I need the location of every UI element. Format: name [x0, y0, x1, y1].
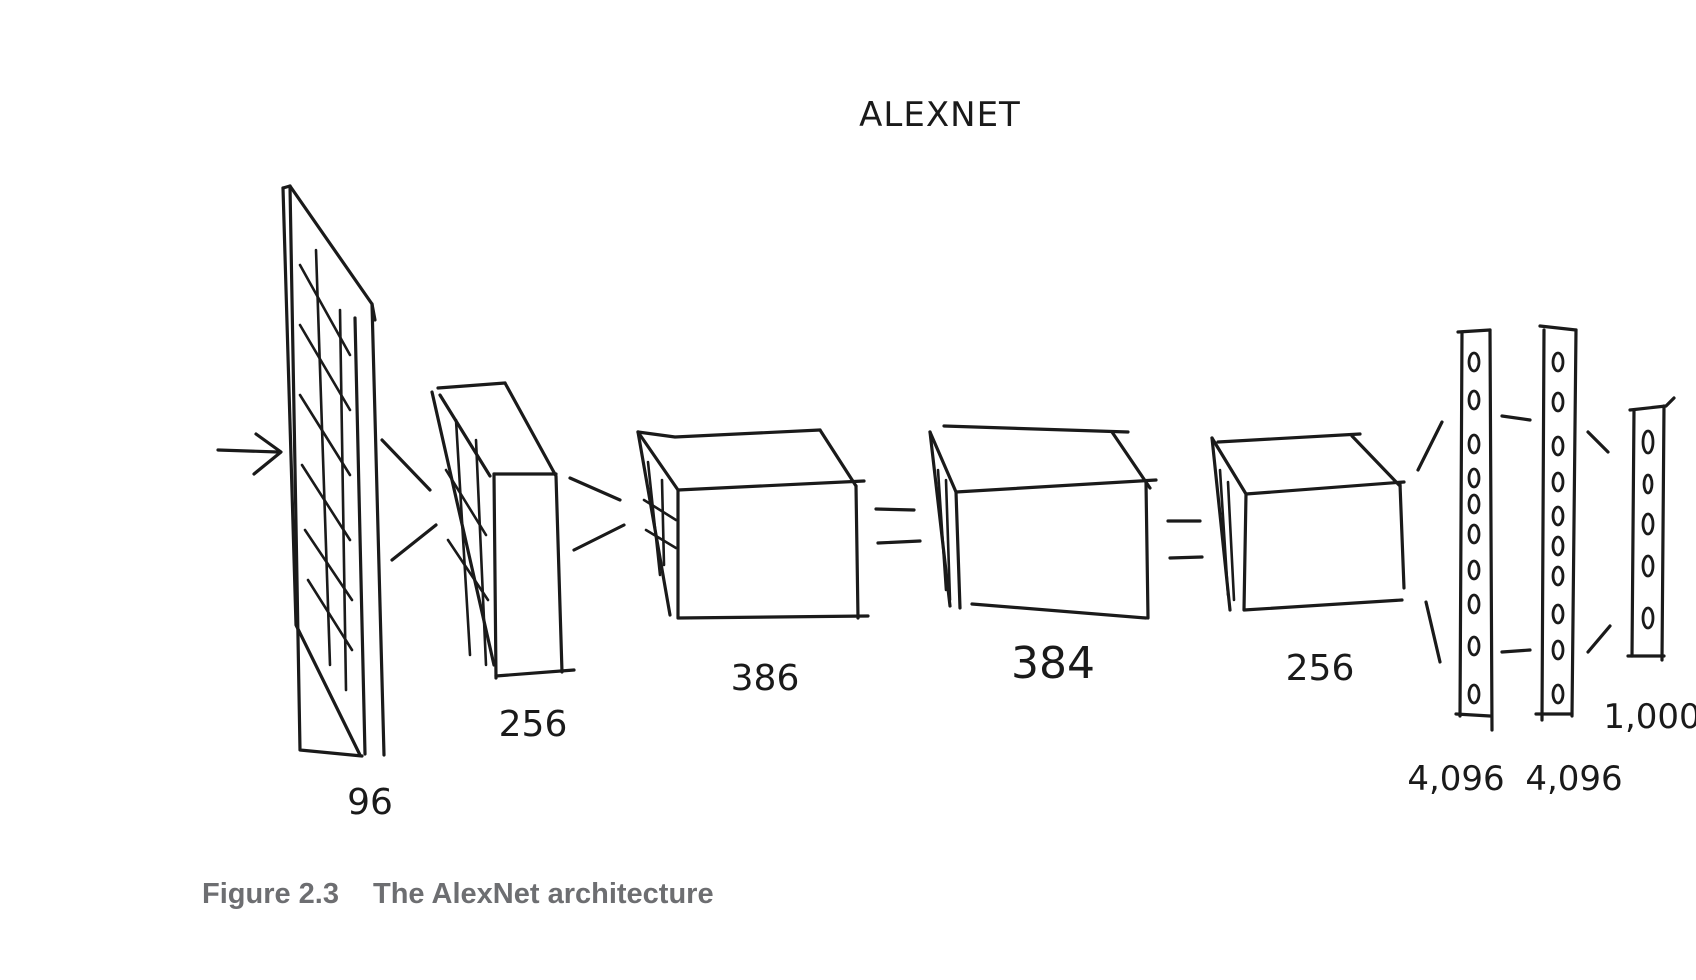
connector-1-2-top: [380, 438, 432, 492]
connector-1-2-bottom: [390, 523, 438, 562]
connector-4-5-bottom: [1168, 555, 1204, 560]
layer-label-conv2: 256: [499, 704, 568, 745]
connector-6-7-bottom: [1500, 648, 1532, 654]
layer-label-fc8: 1,000: [1603, 697, 1696, 737]
connector-7-8-bottom: [1586, 624, 1612, 654]
layer-fc8-shape: [1626, 396, 1676, 662]
diagram-title: ALEXNET: [859, 95, 1021, 135]
layer-label-conv4: 384: [1011, 638, 1095, 689]
connector-3-4-top: [874, 507, 916, 512]
layer-conv5-shape: [1210, 432, 1406, 612]
connector-2-3-top: [568, 476, 622, 502]
layer-label-fc6: 4,096: [1407, 759, 1504, 799]
figure-caption: Figure 2.3 The AlexNet architecture: [202, 878, 714, 911]
connector-2-3-bottom: [572, 523, 626, 552]
figure-caption-text: The AlexNet architecture: [373, 878, 714, 910]
layer-conv2-shape: [430, 381, 576, 680]
figure-number: Figure 2.3: [202, 878, 339, 910]
layer-label-conv3: 386: [731, 658, 800, 699]
connector-6-7-top: [1500, 414, 1532, 422]
layer-conv4-shape: [928, 424, 1158, 620]
connector-5-6-top: [1416, 420, 1444, 472]
layer-fc6-shape: [1454, 328, 1494, 732]
layer-conv1-shape: [281, 184, 386, 758]
layer-label-conv1: 96: [347, 782, 393, 823]
connector-5-6-bottom: [1424, 600, 1442, 664]
layer-fc7-shape: [1534, 324, 1578, 722]
layer-label-fc7: 4,096: [1525, 759, 1622, 799]
connector-3-4-bottom: [876, 539, 922, 545]
layer-conv3-shape: [636, 428, 870, 620]
input-arrow-icon: [216, 432, 283, 476]
connector-7-8-top: [1586, 430, 1610, 454]
layer-label-conv5: 256: [1286, 648, 1355, 689]
